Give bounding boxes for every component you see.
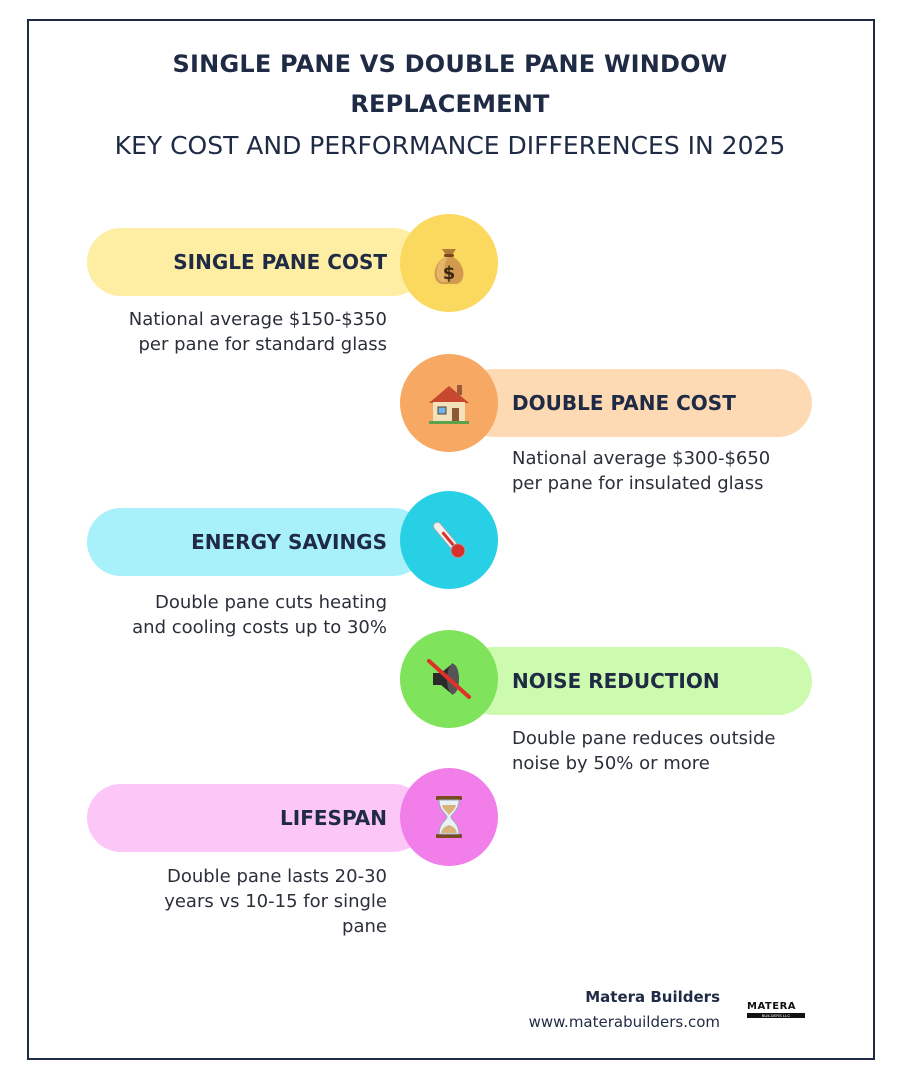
desc-double-pane-cost: National average $300-$650 per pane for …	[512, 446, 812, 496]
title-line-1: SINGLE PANE VS DOUBLE PANE WINDOW	[172, 50, 728, 78]
desc-noise-reduction: Double pane reduces outside noise by 50%…	[512, 726, 812, 776]
matera-logo: MATERA BUILDERS LLC	[747, 1002, 805, 1018]
pill-double-pane-cost: DOUBLE PANE COST	[460, 369, 812, 437]
brand-url-link[interactable]: www.materabuilders.com	[528, 1013, 720, 1031]
pill-label: SINGLE PANE COST	[173, 250, 387, 274]
house-icon	[400, 354, 498, 452]
page-title: SINGLE PANE VS DOUBLE PANE WINDOW REPLAC…	[0, 44, 900, 124]
desc-single-pane-cost: National average $150-$350 per pane for …	[87, 307, 387, 357]
desc-line: per pane for standard glass	[138, 334, 387, 355]
desc-energy-savings: Double pane cuts heating and cooling cos…	[87, 590, 387, 640]
brand-name: Matera Builders	[585, 988, 720, 1006]
pill-label: NOISE REDUCTION	[512, 669, 720, 693]
desc-line: years vs 10-15 for single	[164, 891, 387, 912]
pill-noise-reduction: NOISE REDUCTION	[460, 647, 812, 715]
desc-line: and cooling costs up to 30%	[132, 617, 387, 638]
desc-line: per pane for insulated glass	[512, 473, 764, 494]
title-line-2: REPLACEMENT	[350, 90, 550, 118]
pill-single-pane-cost: SINGLE PANE COST	[87, 228, 427, 296]
pill-lifespan: LIFESPAN	[87, 784, 427, 852]
desc-line: pane	[342, 916, 387, 937]
desc-line: Double pane reduces outside	[512, 728, 776, 749]
pill-energy-savings: ENERGY SAVINGS	[87, 508, 427, 576]
muted-speaker-icon	[400, 630, 498, 728]
logo-text: MATERA	[747, 1001, 797, 1012]
hourglass-icon	[400, 768, 498, 866]
desc-line: noise by 50% or more	[512, 753, 710, 774]
pill-label: LIFESPAN	[280, 806, 387, 830]
svg-text:$: $	[443, 263, 456, 284]
pill-label: DOUBLE PANE COST	[512, 391, 736, 415]
desc-line: Double pane lasts 20-30	[166, 866, 387, 887]
money-bag-icon: $	[400, 214, 498, 312]
desc-line: Double pane cuts heating	[154, 592, 387, 613]
footer-brand: Matera Builders www.materabuilders.com	[529, 986, 720, 1036]
desc-line: National average $150-$350	[128, 309, 387, 330]
page-subtitle: KEY COST AND PERFORMANCE DIFFERENCES IN …	[114, 131, 786, 160]
desc-line: National average $300-$650	[512, 448, 771, 469]
pill-label: ENERGY SAVINGS	[191, 530, 387, 554]
desc-lifespan: Double pane lasts 20-30 years vs 10-15 f…	[87, 864, 387, 939]
logo-subtext: BUILDERS LLC	[747, 1013, 805, 1018]
thermometer-icon	[400, 491, 498, 589]
